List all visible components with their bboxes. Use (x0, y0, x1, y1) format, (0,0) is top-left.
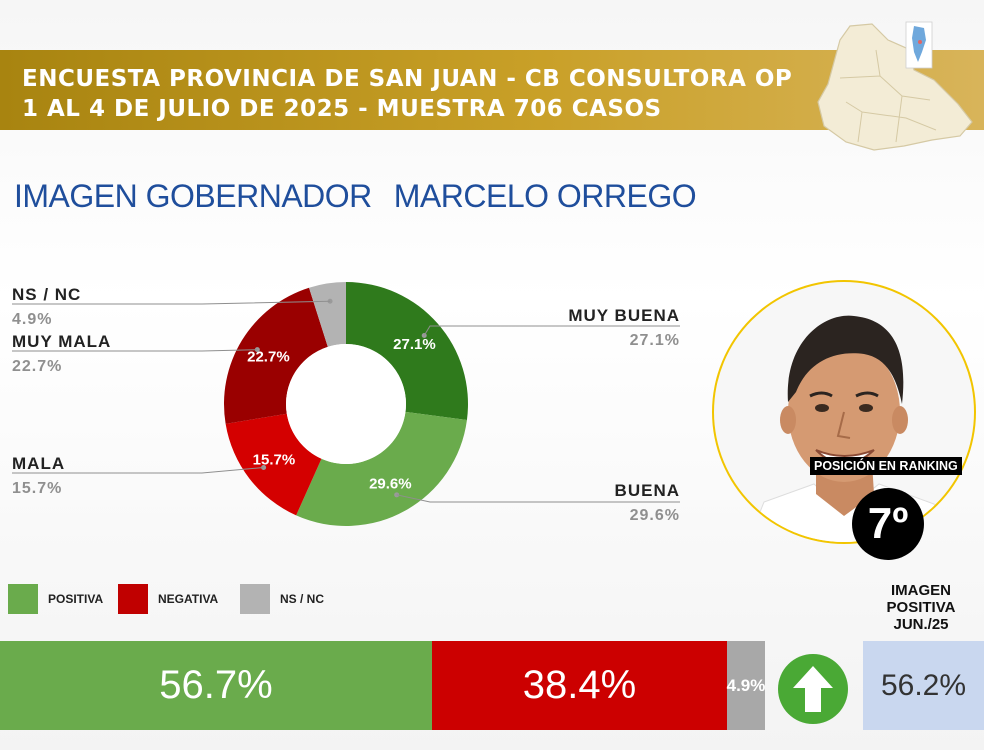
summary-value-ns-nc: 4.9% (726, 675, 766, 695)
san-juan-map-icon (817, 21, 973, 151)
value-mala: 15.7% (12, 480, 63, 497)
label-buena: BUENA (614, 481, 680, 500)
legend-label-negativa: NEGATIVA (158, 592, 219, 606)
previous-image-label: IMAGEN POSITIVA JUN./25 (866, 582, 976, 633)
header-band: ENCUESTA PROVINCIA DE SAN JUAN - CB CONS… (0, 50, 984, 130)
label-ns-nc: NS / NC (12, 285, 82, 304)
ranking-label: POSICIÓN EN RANKING (810, 457, 962, 475)
label-muy-buena: MUY BUENA (568, 306, 680, 325)
value-buena: 29.6% (629, 507, 680, 524)
header-title-line2: 1 AL 4 DE JULIO DE 2025 - MUESTRA 706 CA… (22, 96, 662, 122)
legend-label-ns-nc: NS / NC (280, 592, 325, 606)
summary-value-positiva: 56.7% (159, 663, 273, 707)
previous-label-line2: POSITIVA (886, 599, 956, 616)
previous-image-value: 56.2% (863, 641, 984, 730)
donut-value-muy-mala: 22.7% (247, 348, 290, 365)
donut-value-buena: 29.6% (369, 475, 412, 492)
summary-bar-negativa: 38.4% (432, 641, 727, 730)
governor-portrait (712, 280, 976, 544)
legend-swatch-negativa (118, 584, 148, 614)
ranking-position: 7º (852, 488, 924, 560)
legend-label-positiva: POSITIVA (48, 592, 104, 606)
legend-swatch-ns-nc (240, 584, 270, 614)
label-mala: MALA (12, 454, 66, 473)
summary-bar-ns-nc: 4.9% (727, 641, 765, 730)
donut-slice-buena (296, 411, 467, 526)
legend-swatch-positiva (8, 584, 38, 614)
chart-title: IMAGEN GOBERNADOR MARCELO ORREGO (14, 178, 697, 215)
leader-dot-mala (261, 464, 267, 470)
label-muy-mala: MUY MALA (12, 332, 112, 351)
summary-value-negativa: 38.4% (522, 663, 637, 707)
leader-dot-buena (394, 492, 400, 498)
donut-hole (286, 344, 406, 464)
value-muy-buena: 27.1% (629, 332, 680, 349)
leader-dot-muy-buena (421, 332, 427, 338)
previous-label-line1: IMAGEN (891, 582, 951, 599)
arrow-up-icon (778, 654, 848, 724)
leader-dot-ns-nc (327, 298, 333, 304)
value-muy-mala: 22.7% (12, 358, 63, 375)
previous-label-line3: JUN./25 (893, 616, 949, 633)
title-prefix: IMAGEN GOBERNADOR (14, 178, 372, 214)
donut-slice-muy-mala (223, 287, 328, 424)
donut-slice-muy-buena (346, 282, 469, 421)
donut-slice-ns-nc (309, 282, 346, 347)
leader-dot-muy-mala (254, 347, 260, 353)
summary-bar-positiva: 56.7% (0, 641, 432, 730)
value-ns-nc: 4.9% (12, 311, 53, 328)
donut-value-muy-buena: 27.1% (393, 336, 436, 353)
donut-slice-mala (225, 413, 322, 516)
donut-value-mala: 15.7% (253, 452, 296, 469)
title-governor-name: MARCELO ORREGO (393, 178, 697, 214)
header-title-line1: ENCUESTA PROVINCIA DE SAN JUAN - CB CONS… (22, 66, 793, 92)
